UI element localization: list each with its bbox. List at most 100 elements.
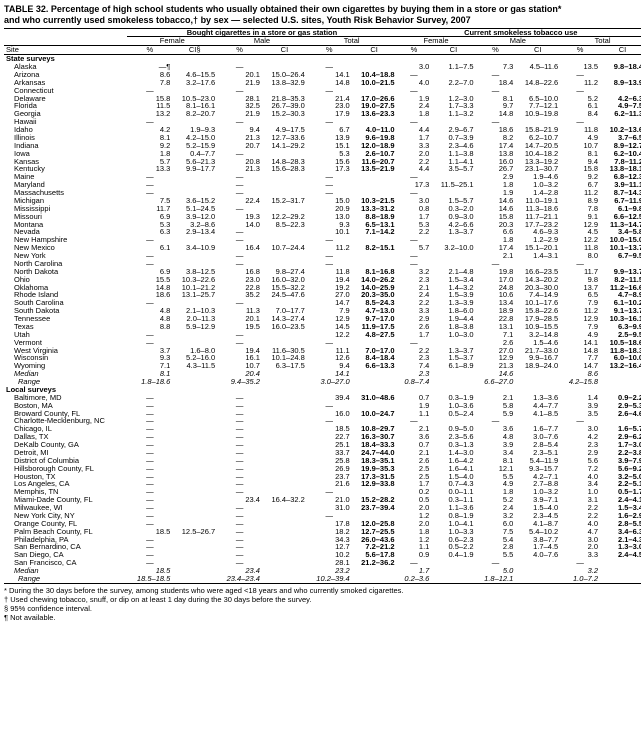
pct-cell: 1.0–7.2 <box>560 575 600 583</box>
ci-cell: 21.2–36.2 <box>352 559 397 567</box>
ci-cell <box>172 441 217 449</box>
ci-cell: 6.1–8.9 <box>431 362 475 370</box>
ci-cell <box>172 378 217 386</box>
ci-cell <box>172 410 217 418</box>
ci-cell <box>600 559 641 567</box>
pct-cell: 4.2–15.8 <box>560 378 600 386</box>
ci-cell: 13.1–25.7 <box>172 291 217 299</box>
title-line2: and who currently used smokeless tobacco… <box>4 15 471 25</box>
ci-cell <box>172 536 217 544</box>
col-ci: CI <box>352 46 397 55</box>
g1-total: Total <box>307 37 397 46</box>
ci-cell: 15.2–30.3 <box>262 110 307 118</box>
ci-cell: 10.9–19.8 <box>515 110 560 118</box>
ci-cell <box>262 512 307 520</box>
ci-cell <box>262 480 307 488</box>
g2-total: Total <box>560 37 641 46</box>
col-pct: % <box>560 46 600 55</box>
ci-cell <box>172 480 217 488</box>
pct-cell: 0.2–3.6 <box>397 575 432 583</box>
ci-cell <box>431 252 475 260</box>
ci-cell <box>515 378 560 386</box>
ci-cell <box>262 449 307 457</box>
ci-cell: 15.2–31.7 <box>262 197 307 205</box>
ci-cell: 1.4–3.1 <box>515 252 560 260</box>
ci-cell: 23.7–39.4 <box>352 504 397 512</box>
ci-cell: 11.5–25.1 <box>431 181 475 189</box>
ci-cell <box>172 417 217 425</box>
ci-cell <box>172 331 217 339</box>
data-table: Bought cigarettes in a store or gas stat… <box>4 28 641 584</box>
ci-cell <box>262 551 307 559</box>
ci-cell <box>172 433 217 441</box>
ci-cell: 31.0–48.6 <box>352 394 397 402</box>
g2-male: Male <box>476 37 561 46</box>
ci-cell <box>262 173 307 181</box>
g2-female: Female <box>397 37 476 46</box>
g1-female: Female <box>127 37 217 46</box>
ci-cell: 7.1–14.2 <box>352 228 397 236</box>
ci-cell: 10.7–24.4 <box>262 244 307 252</box>
col-pct: % <box>127 46 172 55</box>
ci-cell: 16.0–23.5 <box>262 323 307 331</box>
ci-cell <box>262 536 307 544</box>
ci-cell <box>262 465 307 473</box>
ci-cell <box>172 543 217 551</box>
ci-cell <box>262 473 307 481</box>
ci-cell <box>172 559 217 567</box>
ci-cell <box>262 559 307 567</box>
ci-cell <box>352 252 397 260</box>
ci-cell: 14.8–22.6 <box>515 79 560 87</box>
ci-cell: 4.1–8.5 <box>515 410 560 418</box>
ci-cell: 4.5–11.6 <box>515 63 560 71</box>
ci-cell: 4.0–7.6 <box>515 551 560 559</box>
ci-cell <box>600 575 641 583</box>
ci-cell <box>515 567 560 575</box>
ci-cell <box>515 370 560 378</box>
ci-cell <box>352 567 397 575</box>
ci-cell <box>172 173 217 181</box>
ci-cell <box>172 181 217 189</box>
footnote: § 95% confidence interval. <box>4 604 641 613</box>
ci-cell <box>262 543 307 551</box>
ci-cell: 13.2–16.4 <box>600 362 641 370</box>
ci-cell <box>352 370 397 378</box>
pct-cell: 6.6–27.0 <box>476 378 516 386</box>
col-pct: % <box>307 46 352 55</box>
ci-cell <box>262 504 307 512</box>
ci-cell <box>262 402 307 410</box>
ci-cell <box>431 567 475 575</box>
ci-cell: 5.9–12.9 <box>172 323 217 331</box>
ci-cell: 3.2–17.6 <box>172 79 217 87</box>
ci-cell <box>172 465 217 473</box>
ci-cell <box>515 575 560 583</box>
ci-cell <box>262 228 307 236</box>
ci-cell <box>431 378 475 386</box>
ci-cell: 10.0–21.5 <box>352 79 397 87</box>
ci-cell: 10.0–24.7 <box>352 410 397 418</box>
ci-cell: 3.4–10.9 <box>172 244 217 252</box>
ci-cell: 12.5–26.7 <box>172 528 217 536</box>
ci-cell: 1.1–7.5 <box>431 63 475 71</box>
ci-cell: 13.6–23.3 <box>352 110 397 118</box>
ci-cell <box>352 378 397 386</box>
ci-cell <box>172 473 217 481</box>
ci-cell <box>172 252 217 260</box>
ci-cell <box>431 370 475 378</box>
ci-cell <box>262 425 307 433</box>
ci-cell <box>600 378 641 386</box>
ci-cell <box>172 488 217 496</box>
ci-cell: 13.8–32.9 <box>262 79 307 87</box>
ci-cell: 16.4–32.2 <box>262 496 307 504</box>
pct-cell: 9.4–35.2 <box>217 378 262 386</box>
g1-male: Male <box>217 37 307 46</box>
ci-cell: 12.9–33.8 <box>352 480 397 488</box>
ci-cell: 1.3–3.7 <box>431 228 475 236</box>
ci-cell <box>172 512 217 520</box>
ci-cell: 1.0–3.0 <box>431 331 475 339</box>
ci-cell <box>262 252 307 260</box>
ci-cell: 6.7–9.5 <box>600 252 641 260</box>
pct-cell: 0.8–7.4 <box>397 378 432 386</box>
ci-cell <box>172 449 217 457</box>
footnotes: * During the 30 days before the survey, … <box>4 586 641 622</box>
